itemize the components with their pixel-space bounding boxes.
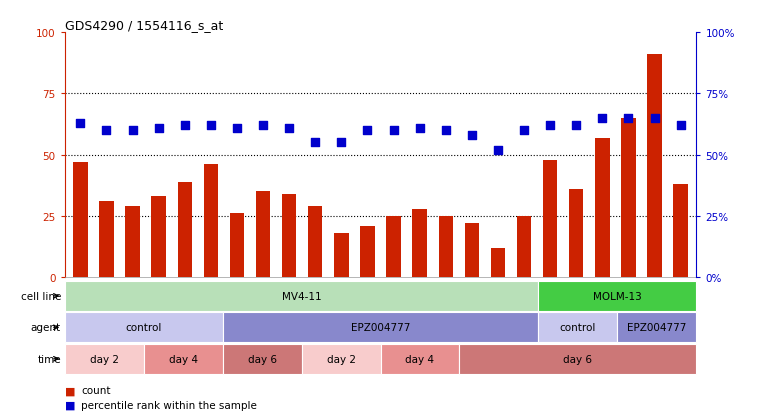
Point — [544, 123, 556, 129]
Point — [597, 115, 609, 122]
Bar — [65, 281, 539, 311]
Bar — [491, 248, 505, 278]
Point — [100, 128, 113, 134]
Bar — [595, 138, 610, 278]
Bar — [673, 185, 688, 278]
Text: agent: agent — [30, 323, 61, 332]
Text: day 4: day 4 — [406, 354, 435, 364]
Bar — [539, 313, 617, 342]
Bar — [517, 216, 531, 278]
Bar — [438, 216, 453, 278]
Text: day 2: day 2 — [90, 354, 119, 364]
Bar — [621, 119, 635, 278]
Text: day 6: day 6 — [247, 354, 276, 364]
Text: EPZ004777: EPZ004777 — [351, 323, 410, 332]
Bar — [569, 190, 584, 278]
Point — [674, 123, 686, 129]
Bar — [151, 197, 166, 278]
Text: control: control — [126, 323, 162, 332]
Bar — [387, 216, 401, 278]
Text: percentile rank within the sample: percentile rank within the sample — [81, 400, 257, 410]
Bar — [648, 55, 662, 278]
Text: GDS4290 / 1554116_s_at: GDS4290 / 1554116_s_at — [65, 19, 223, 32]
Point — [283, 125, 295, 132]
Bar — [177, 182, 192, 278]
Point — [413, 125, 425, 132]
Bar — [460, 344, 696, 374]
Bar — [334, 233, 349, 278]
Bar — [73, 163, 88, 278]
Bar — [144, 344, 223, 374]
Bar — [282, 195, 296, 278]
Bar — [308, 206, 323, 278]
Bar — [543, 160, 557, 278]
Text: control: control — [559, 323, 596, 332]
Bar — [617, 313, 696, 342]
Point — [518, 128, 530, 134]
Point — [361, 128, 374, 134]
Bar — [99, 202, 113, 278]
Bar — [412, 209, 427, 278]
Point — [336, 140, 348, 146]
Bar — [65, 313, 223, 342]
Text: day 4: day 4 — [169, 354, 198, 364]
Bar — [380, 344, 460, 374]
Point — [622, 115, 635, 122]
Text: MOLM-13: MOLM-13 — [593, 291, 642, 301]
Point — [231, 125, 243, 132]
Bar — [301, 344, 380, 374]
Bar — [465, 224, 479, 278]
Point — [466, 133, 478, 139]
Point — [387, 128, 400, 134]
Point — [648, 115, 661, 122]
Bar — [126, 206, 140, 278]
Point — [75, 120, 87, 127]
Point — [257, 123, 269, 129]
Point — [492, 147, 504, 154]
Bar — [360, 226, 374, 278]
Point — [179, 123, 191, 129]
Bar — [230, 214, 244, 278]
Bar — [223, 344, 301, 374]
Text: count: count — [81, 385, 111, 395]
Text: ■: ■ — [65, 400, 75, 410]
Text: EPZ004777: EPZ004777 — [627, 323, 686, 332]
Text: day 6: day 6 — [563, 354, 592, 364]
Bar — [204, 165, 218, 278]
Point — [570, 123, 582, 129]
Point — [205, 123, 217, 129]
Bar — [223, 313, 539, 342]
Point — [152, 125, 164, 132]
Bar — [65, 344, 144, 374]
Point — [440, 128, 452, 134]
Point — [126, 128, 139, 134]
Text: day 2: day 2 — [326, 354, 355, 364]
Text: MV4-11: MV4-11 — [282, 291, 321, 301]
Text: cell line: cell line — [21, 291, 61, 301]
Bar — [539, 281, 696, 311]
Text: time: time — [37, 354, 61, 364]
Text: ■: ■ — [65, 385, 75, 395]
Bar — [256, 192, 270, 278]
Point — [309, 140, 321, 146]
